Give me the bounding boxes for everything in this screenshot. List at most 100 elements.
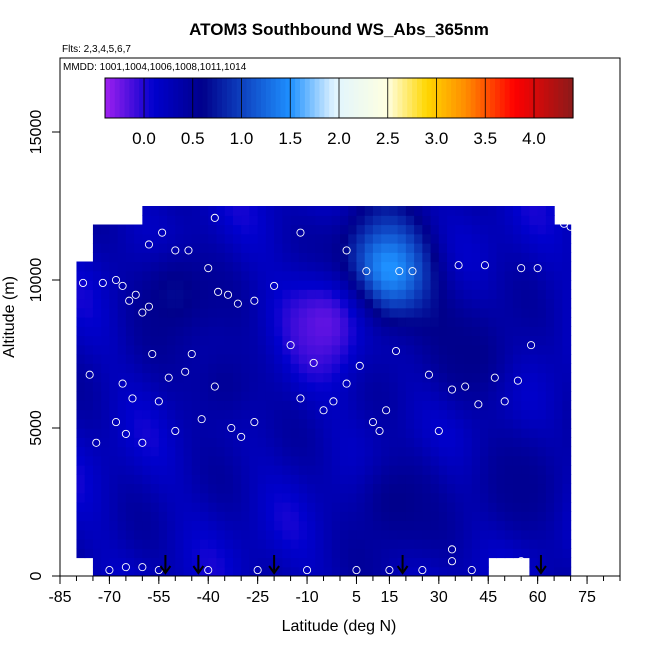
heatmap-cell xyxy=(422,566,432,576)
heatmap-cell xyxy=(488,511,498,522)
heatmap-cell xyxy=(323,354,333,364)
heatmap-cell xyxy=(397,326,407,337)
heatmap-cell xyxy=(537,335,547,346)
heatmap-cell xyxy=(224,335,234,346)
heatmap-cell xyxy=(455,437,465,448)
heatmap-cell xyxy=(232,372,242,383)
heatmap-cell xyxy=(290,428,300,438)
heatmap-cell xyxy=(488,363,498,374)
x-axis-tick-label: -40 xyxy=(197,589,220,606)
heatmap-cell xyxy=(537,206,547,216)
heatmap-cell xyxy=(175,289,185,300)
heatmap-cell xyxy=(282,326,292,337)
heatmap-cell xyxy=(109,233,119,244)
heatmap-cell xyxy=(125,446,135,457)
heatmap-cell xyxy=(405,437,415,448)
heatmap-cell xyxy=(356,511,366,522)
heatmap-cell xyxy=(134,455,143,466)
heatmap-cell xyxy=(92,354,102,364)
sample-point xyxy=(527,341,536,350)
heatmap-cell xyxy=(216,483,226,494)
heatmap-cell xyxy=(537,261,547,272)
heatmap-cell xyxy=(241,511,251,522)
heatmap-cell xyxy=(282,344,292,355)
heatmap-cell xyxy=(224,270,234,281)
heatmap-cell xyxy=(290,372,300,383)
heatmap-cell xyxy=(430,455,440,466)
heatmap-cell xyxy=(504,455,514,466)
heatmap-cell xyxy=(191,215,201,226)
heatmap-cell xyxy=(216,400,226,411)
heatmap-cell xyxy=(422,539,432,549)
heatmap-cell xyxy=(545,483,555,494)
heatmap-cell xyxy=(274,520,283,531)
colorbar-tick-label: 1.0 xyxy=(230,129,254,148)
heatmap-cell xyxy=(290,566,300,576)
sample-point xyxy=(418,566,427,575)
heatmap-cell xyxy=(200,418,209,429)
heatmap-cell xyxy=(224,492,234,503)
heatmap-cell xyxy=(158,465,168,475)
heatmap-cell xyxy=(331,409,341,420)
heatmap-cell xyxy=(438,317,448,327)
heatmap-cell xyxy=(158,381,168,392)
heatmap-cell xyxy=(92,566,102,576)
heatmap-cell xyxy=(216,215,226,226)
heatmap-cell xyxy=(158,280,168,290)
heatmap-cell xyxy=(480,437,489,448)
heatmap-cell xyxy=(117,548,127,559)
heatmap-cell xyxy=(92,474,102,485)
heatmap-cell xyxy=(455,354,465,364)
heatmap-cell xyxy=(249,215,259,226)
heatmap-cell xyxy=(282,409,292,420)
heatmap-cell xyxy=(298,446,308,457)
heatmap-cell xyxy=(125,317,135,327)
heatmap-cell xyxy=(109,372,119,383)
heatmap-cell xyxy=(134,539,143,549)
heatmap-cell xyxy=(529,455,539,466)
heatmap-cell xyxy=(150,289,160,300)
heatmap-cell xyxy=(348,529,358,540)
heatmap-cell xyxy=(438,206,448,216)
heatmap-cell xyxy=(397,446,407,457)
heatmap-cell xyxy=(158,409,168,420)
heatmap-cell xyxy=(438,548,448,559)
heatmap-cell xyxy=(241,344,251,355)
heatmap-cell xyxy=(372,243,382,253)
heatmap-cell xyxy=(224,520,234,531)
heatmap-cell xyxy=(356,354,366,364)
heatmap-cell xyxy=(340,428,349,438)
heatmap-cell xyxy=(265,381,275,392)
heatmap-cell xyxy=(405,270,415,281)
colorbar-segment xyxy=(119,78,126,118)
heatmap-cell xyxy=(496,243,506,253)
heatmap-cell xyxy=(117,465,127,475)
heatmap-cell xyxy=(430,502,440,512)
heatmap-cell xyxy=(117,335,127,346)
heatmap-cell xyxy=(274,502,283,512)
heatmap-cell xyxy=(224,233,234,244)
heatmap-cell xyxy=(142,428,152,438)
heatmap-cell xyxy=(356,252,366,263)
heatmap-cell xyxy=(315,418,325,429)
heatmap-cell xyxy=(455,474,465,485)
heatmap-cell xyxy=(331,428,341,438)
heatmap-cell xyxy=(208,483,218,494)
heatmap-cell xyxy=(405,243,415,253)
sample-point xyxy=(309,358,318,367)
heatmap-cell xyxy=(183,566,193,576)
heatmap-cell xyxy=(447,317,456,327)
heatmap-cell xyxy=(101,391,111,401)
heatmap-cell xyxy=(438,428,448,438)
heatmap-cell xyxy=(496,326,506,337)
heatmap-cell xyxy=(430,529,440,540)
heatmap-cell xyxy=(537,391,547,401)
heatmap-cell xyxy=(323,261,333,272)
heatmap-cell xyxy=(298,566,308,576)
heatmap-cell xyxy=(364,529,374,540)
heatmap-cell xyxy=(232,418,242,429)
heatmap-cell xyxy=(480,455,489,466)
heatmap-cell xyxy=(323,270,333,281)
heatmap-cell xyxy=(241,372,251,383)
